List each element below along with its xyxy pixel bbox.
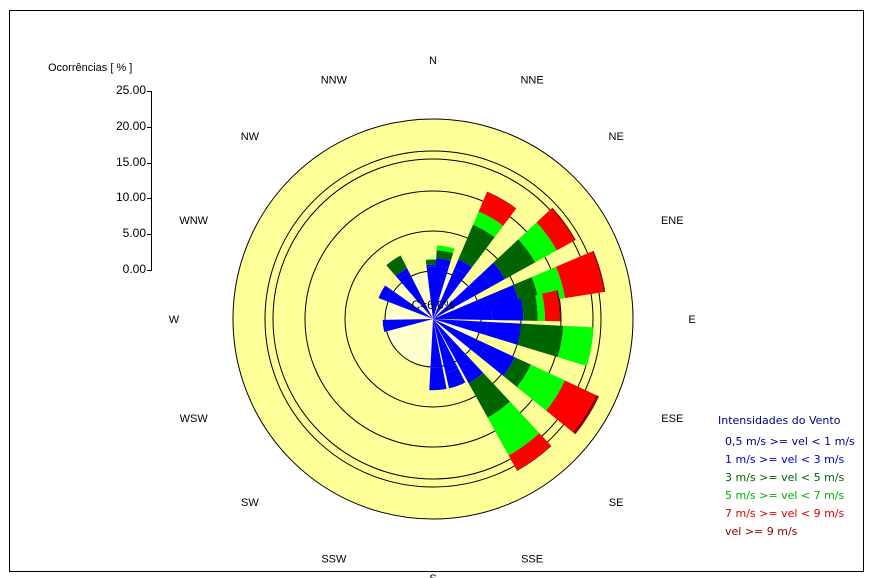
direction-label: NE [609,131,624,143]
petal-segment [436,250,454,261]
petal-segment [435,258,451,268]
direction-label: WSW [180,413,209,425]
calm-label: C=6,0% [411,298,454,312]
scale-tick-label: 0.00 [122,262,146,276]
petal-segment [518,222,557,263]
petal-segment [433,319,472,368]
legend-item: 7 m/s >= vel < 9 m/s [725,507,845,520]
ring [272,158,594,480]
direction-label: NNE [520,75,543,87]
petal-segment [551,207,576,241]
legend-item: vel >= 9 m/s [725,525,798,538]
legend-items: 0,5 m/s >= vel < 1 m/s 1 m/s >= vel < 3 m… [718,433,855,541]
direction-label: NW [241,131,260,143]
petal-segment [433,273,492,319]
scale-axis [151,91,152,270]
ring [264,150,602,488]
scale-tick-label: 10.00 [115,190,146,205]
petal-segment [445,368,466,389]
direction-label: ESE [661,413,683,425]
petal-segment [487,401,540,456]
petal-segment [430,319,443,368]
petal-segment [473,211,504,238]
petal-segment [454,259,472,275]
petal-segment [429,366,447,391]
petal-segment [433,319,487,357]
scale-tick-mark [147,91,152,92]
petal-segment [479,344,515,376]
scale-tick-label: 20.00 [115,118,146,133]
legend-item: 1 m/s >= vel < 3 m/s [725,453,845,466]
scale-tick-label: 15.00 [115,154,146,169]
petal-segment [592,250,606,292]
petal-segment [382,319,433,333]
petal-segment [385,289,433,319]
scale-tick-label: 5.00 [122,226,146,241]
petal-segment [572,395,600,435]
direction-labels: N NNE NE ENE E ESE SE SSE S SSW SW WSW W WNW NW NNW [169,55,696,578]
scale-tick-label: 25.00 [115,83,146,97]
petal-segment [521,295,538,321]
petal-segment [433,298,486,319]
petal-segment [516,445,552,471]
petal-segment [398,271,433,319]
petal-segment [493,239,536,280]
direction-label: SSE [521,553,543,565]
petal-segment [516,364,565,411]
petal-segment [542,290,560,322]
petal-segment [395,268,410,280]
petal-segment [386,255,408,277]
scale-tick-mark [147,270,152,271]
petal-segment [433,265,449,319]
legend-item: 3 m/s >= vel < 5 m/s [725,471,845,484]
petal-segment [468,372,510,418]
scale-title: Ocorrências [ % ] [48,62,133,74]
petal-segment [458,224,495,268]
petal-segment [503,357,531,387]
petal-segment [433,319,488,335]
petal-segment [478,192,516,226]
scale-tick-mark [147,126,152,128]
direction-label: ENE [661,215,684,227]
petal-segment [433,268,467,319]
petal-segment [433,305,493,321]
petal-segment [485,321,521,345]
direction-label: SE [609,497,624,509]
direction-label: NNW [321,75,348,87]
petal-segment [557,325,594,367]
legend-item: 0,5 m/s >= vel < 1 m/s [725,435,855,448]
petal-segment [436,245,455,254]
direction-label: S [429,573,436,578]
direction-label: WNW [179,215,208,227]
petal-segment [433,319,459,373]
direction-label: W [169,314,180,326]
petal-segment [546,380,597,433]
petal-segment [490,298,524,321]
legend-item: 5 m/s >= vel < 7 m/s [725,489,845,502]
petal-segment [508,433,551,471]
petal-segment [536,208,575,251]
direction-label: SSW [321,553,347,565]
legend: Intensidades do Vento 0,5 m/s >= vel < 1… [718,414,855,541]
direction-label: SW [241,497,259,509]
scale-tick-mark [147,198,152,200]
petal-segment [535,293,546,321]
petal-segment [556,290,561,322]
direction-label: E [688,314,695,326]
scale-tick-mark [147,234,152,236]
petal-segment [517,323,564,358]
petal-segment [486,191,517,210]
scale-tick-mark [147,162,152,164]
rose-petals [378,191,606,471]
legend-title: Intensidades do Vento [718,414,841,427]
petal-segment [481,262,506,287]
petal-segment [378,285,392,301]
direction-label: N [429,55,437,67]
petal-segment [460,359,484,384]
petal-segment [555,251,604,299]
